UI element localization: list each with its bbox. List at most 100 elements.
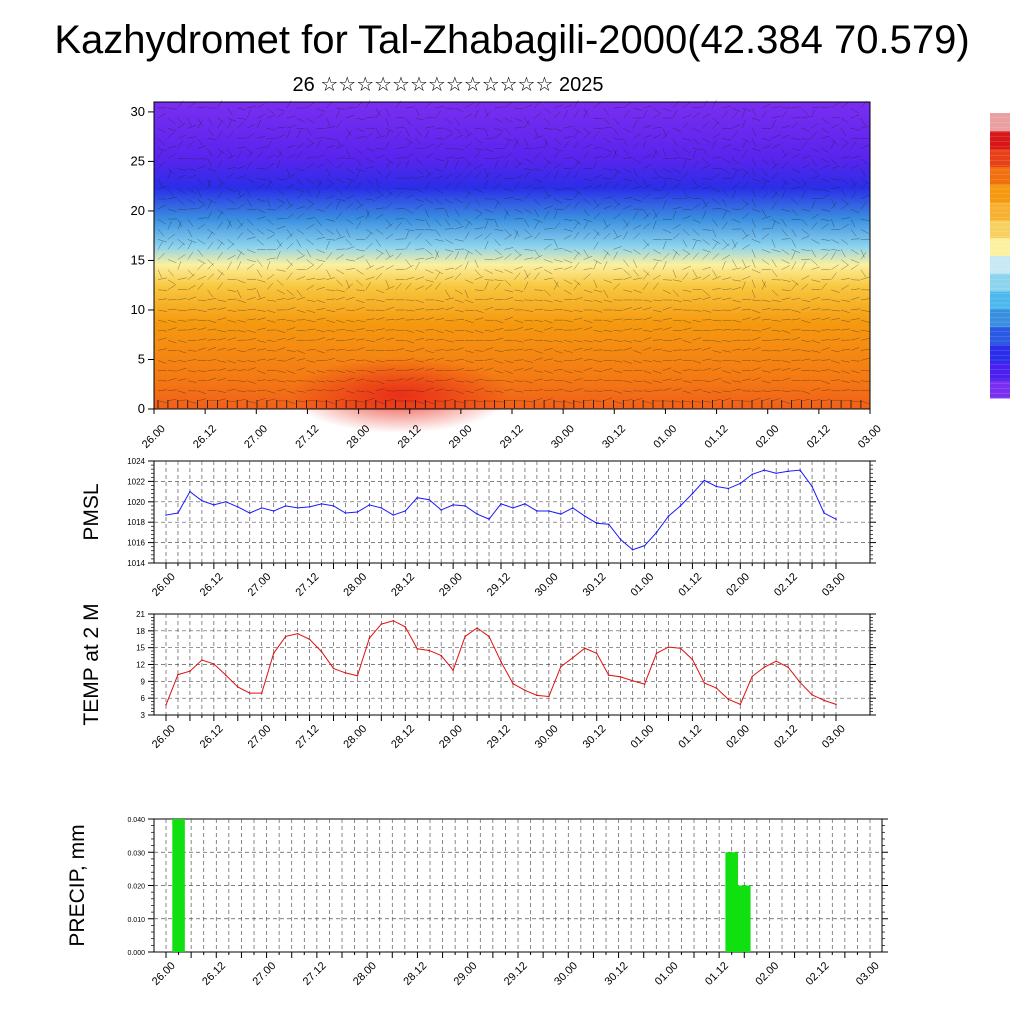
wind-barb [860, 329, 870, 332]
wind-barb [167, 153, 176, 159]
temp-point [655, 652, 658, 655]
wind-barb [642, 208, 649, 217]
wind-barb [474, 249, 482, 256]
pmsl-xtick-label: 30.12 [581, 571, 609, 599]
wind-barb [573, 127, 582, 134]
wind-barb [207, 338, 217, 341]
wind-barb [553, 150, 560, 159]
wind-barb [385, 249, 391, 258]
wind-barb [850, 400, 860, 403]
wind-barb [692, 389, 702, 392]
wind-barb [643, 390, 653, 392]
wind-barb [524, 309, 534, 312]
wind-barb [771, 134, 781, 139]
wind-barb [207, 180, 211, 189]
wind-barb [801, 350, 811, 352]
wind-barb [840, 102, 849, 109]
wind-barb [603, 168, 613, 171]
wind-barb [355, 127, 365, 132]
wind-barb [642, 183, 651, 190]
wind-barb [751, 259, 756, 268]
wind-barb [524, 104, 533, 109]
wind-barb [445, 267, 455, 270]
wind-barb [682, 138, 692, 142]
wind-barb [692, 203, 701, 210]
wind-barb [623, 360, 632, 364]
wind-barb [464, 380, 474, 384]
pmsl-point [248, 512, 251, 514]
wind-barb [484, 390, 494, 393]
wind-barb [771, 188, 779, 196]
wind-barb [365, 198, 375, 201]
temp-ytick-label: 18 [136, 627, 145, 636]
pmsl-ytick-label: 1014 [127, 559, 145, 568]
wind-barb [771, 143, 780, 149]
wind-barb [435, 142, 443, 149]
wind-barb [177, 378, 187, 381]
wind-barb [316, 278, 326, 280]
wind-barb [524, 117, 531, 126]
wind-barb [751, 360, 761, 362]
wind-barb [504, 188, 514, 192]
wind-barb [326, 195, 335, 200]
wind-barb [543, 289, 551, 297]
wind-barb [474, 109, 479, 119]
wind-barb [504, 389, 514, 392]
wind-barb [633, 141, 640, 149]
wind-barb [652, 360, 662, 363]
temp-point [500, 660, 502, 663]
wind-barb [296, 390, 306, 393]
wind-barb [632, 120, 638, 129]
temp-ytick-label: 9 [141, 677, 146, 686]
wind-barb [464, 261, 469, 270]
wind-barb [167, 107, 177, 110]
wind-barb [177, 140, 183, 149]
wind-barb [791, 148, 801, 151]
pmsl-point [655, 531, 658, 534]
wind-barb [365, 188, 373, 196]
wind-barb [623, 289, 633, 293]
wind-barb [831, 289, 840, 293]
wind-barb [603, 126, 613, 129]
wind-barb [613, 370, 623, 373]
wind-barb [306, 102, 314, 109]
wind-barb [741, 259, 747, 268]
wind-barb [385, 107, 390, 117]
temp-point [763, 666, 766, 669]
wind-barb [336, 157, 346, 159]
wind-barb [831, 123, 840, 129]
wind-barb [197, 319, 207, 321]
wind-barb [345, 283, 353, 290]
wind-barb [544, 205, 553, 210]
wind-barb [266, 228, 276, 234]
wind-barb [524, 360, 534, 363]
wind-barb [454, 319, 464, 321]
wind-barb [217, 329, 227, 333]
wind-barb [167, 196, 177, 200]
wind-barb [445, 276, 454, 280]
wind-barb [643, 307, 652, 311]
wind-barb [831, 165, 840, 169]
wind-barb [563, 390, 573, 392]
pmsl-xtick-label: 01.12 [676, 571, 704, 599]
wind-barb [742, 107, 751, 112]
wind-barb [593, 102, 601, 109]
wind-barb [771, 158, 777, 167]
wind-barb [464, 329, 474, 334]
pmsl-point [739, 482, 742, 485]
wind-barb [405, 188, 415, 190]
wind-barb [217, 211, 223, 220]
pmsl-xtick-label: 27.12 [293, 571, 321, 599]
wind-barb [761, 208, 767, 218]
wind-barb [672, 370, 682, 374]
wind-barb [623, 249, 632, 253]
wind-barb [187, 136, 197, 139]
wind-barb [731, 239, 737, 248]
wind-barb [504, 117, 513, 123]
wind-barb [365, 243, 373, 250]
wind-barb [415, 377, 424, 381]
wind-barb [543, 269, 553, 274]
wind-barb [732, 319, 742, 323]
wind-barb [771, 368, 781, 371]
wind-barb [454, 299, 464, 303]
